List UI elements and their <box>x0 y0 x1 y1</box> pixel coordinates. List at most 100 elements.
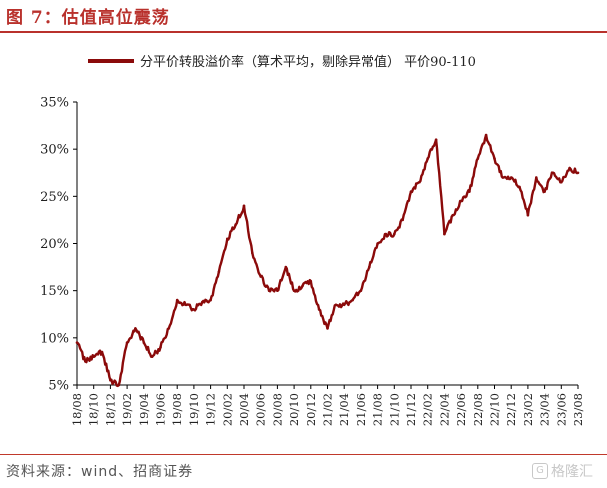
data-point <box>125 341 129 344</box>
y-axis: 5% 10% 15% 20% 25% 30% 35% <box>40 96 78 394</box>
data-point <box>175 298 179 302</box>
x-tick-label: 21/02 <box>321 393 335 426</box>
x-tick-label: 20/08 <box>270 393 284 426</box>
watermark: G 格隆汇 <box>532 461 593 481</box>
data-point <box>342 303 346 307</box>
x-tick-label: 23/04 <box>538 393 552 426</box>
data-point <box>351 298 354 302</box>
data-point <box>109 379 112 382</box>
y-tick-label: 10% <box>40 331 69 346</box>
x-tick-label: 19/02 <box>120 393 134 426</box>
source-divider <box>0 454 607 455</box>
data-point <box>334 303 338 307</box>
data-point <box>92 355 95 359</box>
data-point <box>509 176 513 179</box>
x-tick-label: 22/04 <box>437 393 451 426</box>
data-point <box>393 232 396 236</box>
legend-label: 分平价转股溢价率（算术平均，剔除异常值） 平价90-110 <box>140 54 476 70</box>
data-point <box>317 308 321 311</box>
x-tick-label: 21/10 <box>387 393 401 426</box>
data-point <box>476 157 480 160</box>
x-tick-label: 20/12 <box>304 393 318 426</box>
data-point <box>142 341 146 344</box>
data-point <box>409 190 413 193</box>
x-tick-label: 22/06 <box>454 393 468 426</box>
x-tick-label: 23/08 <box>571 393 585 426</box>
x-tick-label: 21/06 <box>354 393 368 426</box>
data-point <box>159 346 162 349</box>
data-point <box>276 289 279 293</box>
data-point <box>201 300 204 304</box>
data-point <box>401 218 405 222</box>
data-point <box>484 133 488 137</box>
x-tick-label: 20/06 <box>254 393 268 426</box>
series-line <box>76 133 579 388</box>
x-tick-label: 20/04 <box>237 393 251 426</box>
data-point <box>234 223 237 226</box>
data-point <box>84 360 87 363</box>
source-note: 资料来源：wind、招商证券 <box>6 464 194 480</box>
y-tick-label: 25% <box>40 190 69 205</box>
legend: 分平价转股溢价率（算术平均，剔除异常值） 平价90-110 <box>88 54 476 70</box>
x-tick-label: 22/12 <box>504 393 518 426</box>
data-point <box>451 213 455 217</box>
data-point <box>75 341 79 344</box>
x-tick-label: 19/08 <box>170 393 184 426</box>
x-tick-label: 23/02 <box>521 393 535 426</box>
data-point <box>242 204 246 208</box>
data-point <box>501 176 505 179</box>
x-tick-label: 19/12 <box>204 393 218 426</box>
data-point <box>251 251 254 255</box>
x-tick-label: 18/08 <box>70 393 84 426</box>
data-point <box>259 275 263 278</box>
data-point <box>459 199 463 203</box>
data-point <box>376 242 379 245</box>
data-point <box>384 232 388 236</box>
x-tick-label: 22/02 <box>421 393 435 426</box>
data-point <box>518 185 521 189</box>
data-point <box>301 284 304 288</box>
data-point <box>560 180 563 184</box>
data-point <box>209 298 212 302</box>
y-tick-label: 30% <box>40 143 69 158</box>
data-points <box>75 133 580 387</box>
data-point <box>576 171 580 175</box>
data-point <box>217 270 221 274</box>
x-tick-label: 21/12 <box>404 393 418 426</box>
watermark-text: 格隆汇 <box>551 464 593 480</box>
data-point <box>100 350 104 354</box>
data-point <box>443 232 446 236</box>
x-axis: 18/08 18/10 18/12 19/02 19/04 19/06 19/08 19/10… <box>70 384 585 426</box>
x-tick-label: 18/10 <box>87 393 101 426</box>
y-tick-label: 15% <box>40 284 69 299</box>
data-point <box>309 279 313 283</box>
data-point <box>359 289 363 293</box>
y-tick-label: 35% <box>40 96 69 111</box>
title-divider <box>0 31 607 33</box>
data-point <box>326 327 329 330</box>
x-tick-label: 19/06 <box>154 393 168 426</box>
data-point <box>226 237 229 241</box>
data-point <box>418 180 421 184</box>
x-tick-label: 21/08 <box>371 393 385 426</box>
x-tick-label: 18/12 <box>103 393 117 426</box>
x-tick-label: 23/06 <box>554 393 568 426</box>
x-tick-label: 20/10 <box>287 393 301 426</box>
x-tick-label: 22/10 <box>488 393 502 426</box>
data-point <box>426 157 430 160</box>
data-point <box>292 289 296 293</box>
x-tick-label: 19/10 <box>187 393 201 426</box>
data-point <box>535 176 538 179</box>
data-point <box>493 157 496 160</box>
data-point <box>368 265 371 269</box>
data-point <box>568 166 571 170</box>
x-tick-label: 19/04 <box>137 393 151 426</box>
data-point <box>434 138 438 141</box>
data-point <box>468 190 471 193</box>
x-tick-label: 22/08 <box>471 393 485 426</box>
data-point <box>184 303 187 307</box>
data-point <box>167 327 171 330</box>
data-point <box>284 265 288 269</box>
data-point <box>551 171 555 175</box>
x-tick-label: 21/04 <box>337 393 351 426</box>
